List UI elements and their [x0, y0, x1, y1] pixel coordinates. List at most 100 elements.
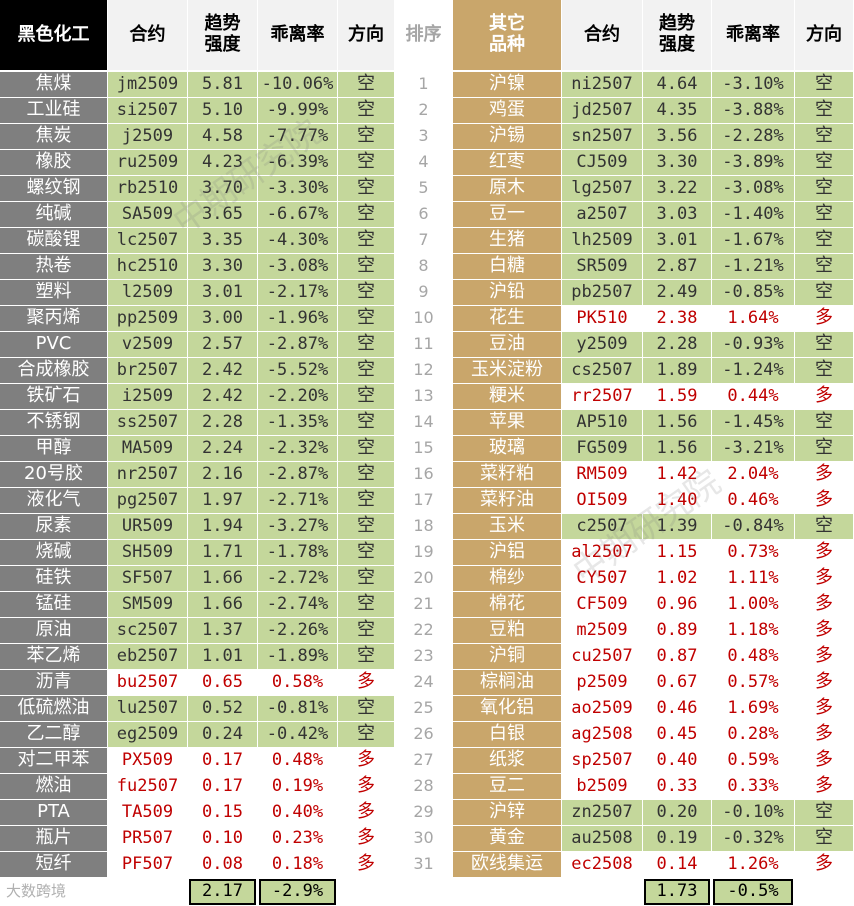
name: 橡胶: [0, 150, 107, 175]
name: 不锈钢: [0, 410, 107, 435]
strength: 1.59: [643, 384, 711, 409]
rank: 4: [395, 150, 452, 175]
contract: ag2508: [562, 722, 642, 747]
deviation: -1.67%: [712, 228, 794, 253]
name: 玉米: [453, 514, 561, 539]
rank: 25: [395, 696, 452, 721]
direction: 多: [795, 670, 853, 695]
footer-strength: 1.73: [644, 879, 710, 905]
rank: 17: [395, 488, 452, 513]
strength: 0.45: [643, 722, 711, 747]
contract: ss2507: [108, 410, 187, 435]
contract: OI509: [562, 488, 642, 513]
deviation: -2.20%: [258, 384, 337, 409]
direction: 空: [795, 800, 853, 825]
direction: 多: [795, 722, 853, 747]
contract: pp2509: [108, 306, 187, 331]
deviation: -3.27%: [258, 514, 337, 539]
deviation: 0.59%: [712, 748, 794, 773]
direction: 多: [338, 748, 394, 773]
direction: 多: [795, 618, 853, 643]
header-contract: 合约: [562, 0, 642, 70]
name: 工业硅: [0, 98, 107, 123]
contract: si2507: [108, 98, 187, 123]
name: 合成橡胶: [0, 358, 107, 383]
contract: lc2507: [108, 228, 187, 253]
contract: rb2510: [108, 176, 187, 201]
deviation: -1.96%: [258, 306, 337, 331]
direction: 多: [338, 826, 394, 851]
contract: v2509: [108, 332, 187, 357]
strength: 0.67: [643, 670, 711, 695]
contract: SF507: [108, 566, 187, 591]
footer-deviation: -2.9%: [259, 879, 336, 905]
contract: fu2507: [108, 774, 187, 799]
name: 沪锡: [453, 124, 561, 149]
contract: jm2509: [108, 72, 187, 97]
deviation: -1.78%: [258, 540, 337, 565]
direction: 空: [795, 332, 853, 357]
header-name: 黑色化工: [0, 0, 107, 70]
name: 鸡蛋: [453, 98, 561, 123]
contract: CJ509: [562, 150, 642, 175]
direction: 空: [338, 228, 394, 253]
strength: 0.17: [188, 748, 257, 773]
strength: 1.97: [188, 488, 257, 513]
name: PVC: [0, 332, 107, 357]
strength: 0.33: [643, 774, 711, 799]
strength: 4.58: [188, 124, 257, 149]
rank: 5: [395, 176, 452, 201]
contract: TA509: [108, 800, 187, 825]
name: 塑料: [0, 280, 107, 305]
rank: 30: [395, 826, 452, 851]
strength: 2.38: [643, 306, 711, 331]
contract: RM509: [562, 462, 642, 487]
deviation: -0.85%: [712, 280, 794, 305]
rank: 19: [395, 540, 452, 565]
rank: 1: [395, 72, 452, 97]
deviation: -0.42%: [258, 722, 337, 747]
rank: 15: [395, 436, 452, 461]
direction: 多: [795, 748, 853, 773]
name: 生猪: [453, 228, 561, 253]
direction: 空: [338, 514, 394, 539]
strength: 0.65: [188, 670, 257, 695]
deviation: -0.10%: [712, 800, 794, 825]
direction: 空: [338, 592, 394, 617]
rank: 31: [395, 852, 452, 877]
direction: 空: [338, 410, 394, 435]
strength: 0.40: [643, 748, 711, 773]
direction: 空: [338, 462, 394, 487]
name: 短纤: [0, 852, 107, 877]
rank: 8: [395, 254, 452, 279]
strength: 1.66: [188, 566, 257, 591]
contract: eg2509: [108, 722, 187, 747]
contract: nr2507: [108, 462, 187, 487]
name: 螺纹钢: [0, 176, 107, 201]
name: 豆二: [453, 774, 561, 799]
contract: SA509: [108, 202, 187, 227]
rank: 12: [395, 358, 452, 383]
deviation: -2.17%: [258, 280, 337, 305]
name: 沪铝: [453, 540, 561, 565]
contract: pb2507: [562, 280, 642, 305]
strength: 0.19: [643, 826, 711, 851]
header-direction: 方向: [795, 0, 853, 70]
rank: 16: [395, 462, 452, 487]
contract: cu2507: [562, 644, 642, 669]
deviation: -1.35%: [258, 410, 337, 435]
header-name: 其它 品种: [453, 0, 561, 70]
direction: 空: [795, 124, 853, 149]
direction: 多: [338, 852, 394, 877]
name: 玻璃: [453, 436, 561, 461]
rank: 26: [395, 722, 452, 747]
direction: 多: [795, 852, 853, 877]
deviation: 0.48%: [712, 644, 794, 669]
direction: 空: [795, 514, 853, 539]
footer-strength: 2.17: [189, 879, 256, 905]
strength: 2.16: [188, 462, 257, 487]
direction: 多: [338, 800, 394, 825]
name: 白糖: [453, 254, 561, 279]
name: PTA: [0, 800, 107, 825]
contract: lu2507: [108, 696, 187, 721]
